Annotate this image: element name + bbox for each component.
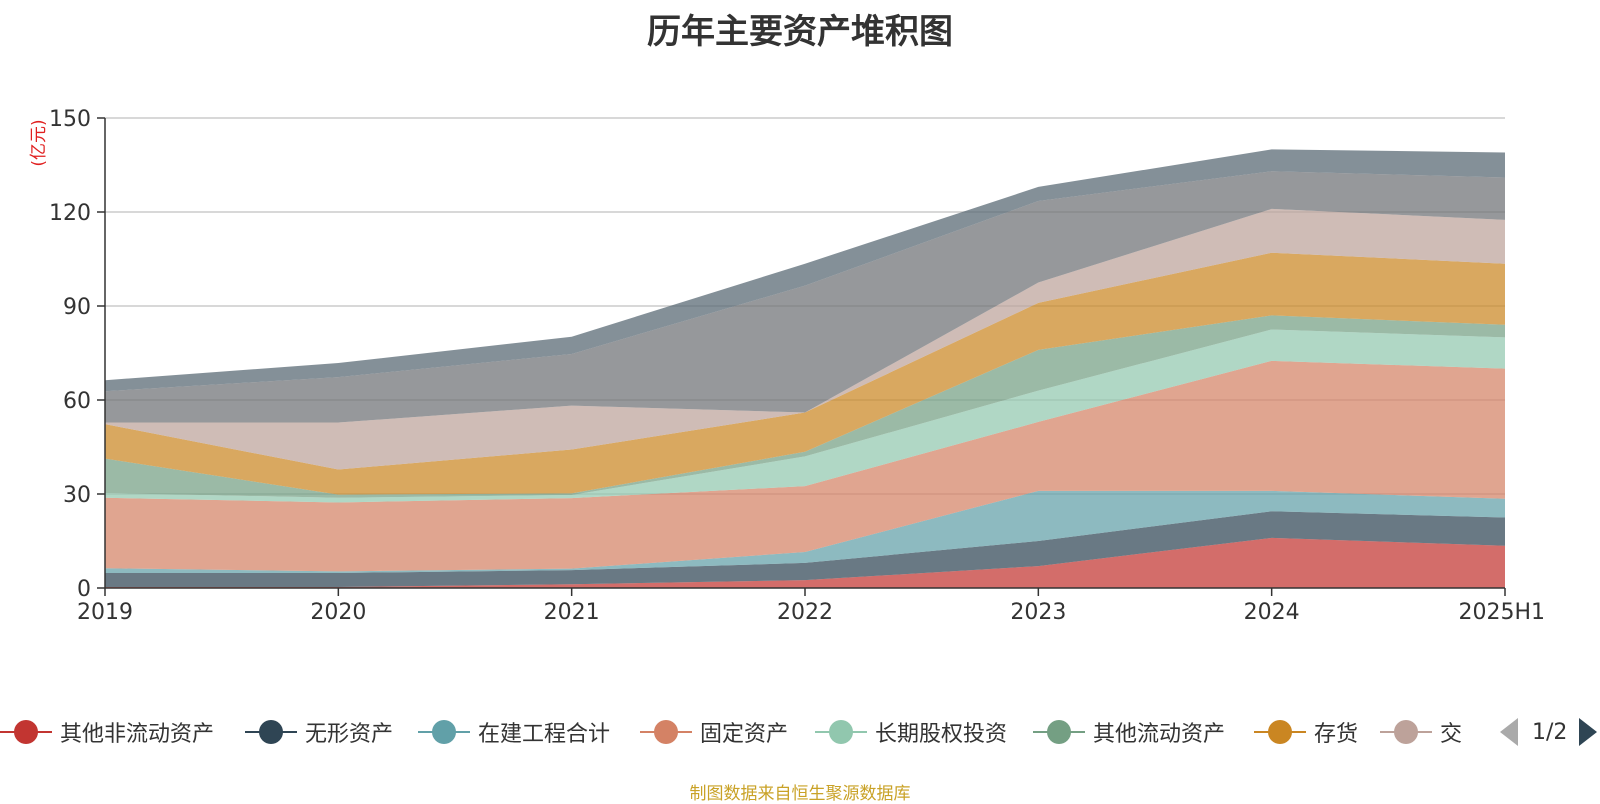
y-tick-label: 0 xyxy=(77,577,91,602)
legend-item[interactable]: 交 xyxy=(1380,712,1462,752)
x-tick-label: 2023 xyxy=(1010,600,1066,625)
data-source-note: 制图数据来自恒生聚源数据库 xyxy=(689,784,911,804)
legend-page-indicator: 1/2 xyxy=(1532,719,1568,745)
legend-label: 其他非流动资产 xyxy=(60,722,215,747)
legend-label: 其他流动资产 xyxy=(1093,722,1226,747)
legend-prev-page-icon[interactable] xyxy=(1500,718,1518,746)
legend-item[interactable]: 其他非流动资产 xyxy=(0,712,214,752)
chart-legend: 其他非流动资产 无形资产 在建工程合计 固定资产 长期股权投资 其他流动资产 存货 交 xyxy=(0,712,1470,752)
x-tick-label: 2020 xyxy=(310,600,366,625)
legend-marker-icon xyxy=(640,712,692,752)
area-series-交易性金融资产[interactable] xyxy=(105,208,1505,470)
y-tick-label: 120 xyxy=(49,201,91,226)
legend-label: 存货 xyxy=(1314,722,1359,747)
area-series-应收账款[interactable] xyxy=(105,149,1505,392)
legend-label: 固定资产 xyxy=(700,722,789,747)
legend-item[interactable]: 固定资产 xyxy=(640,712,788,752)
stacked-area-chart: 0 30 60 90 120 150 2019 2020 2021 2022 2023 2024 202… xyxy=(29,107,1545,625)
chart-title: 历年主要资产堆积图 xyxy=(647,12,953,52)
y-tick-label: 60 xyxy=(63,389,91,414)
area-series-其他非流动资产[interactable] xyxy=(105,537,1505,588)
legend-label: 在建工程合计 xyxy=(478,722,611,747)
x-tick-label: 2021 xyxy=(544,600,600,625)
legend-marker-icon xyxy=(418,712,470,752)
area-series-货币资金[interactable] xyxy=(105,171,1505,423)
area-series xyxy=(105,149,1505,588)
legend-label: 交 xyxy=(1440,722,1463,747)
y-axis-unit-label: (亿元) xyxy=(29,119,49,166)
x-tick-label: 2019 xyxy=(77,600,133,625)
legend-marker-icon xyxy=(0,712,52,752)
x-tick-label: 2025H1 xyxy=(1458,600,1545,625)
x-tick-label: 2022 xyxy=(777,600,833,625)
legend-pager: 1/2 xyxy=(1500,712,1598,752)
y-tick-label: 150 xyxy=(49,107,91,132)
legend-marker-icon xyxy=(1033,712,1085,752)
legend-marker-icon xyxy=(1380,712,1432,752)
area-series-无形资产[interactable] xyxy=(105,511,1505,588)
legend-label: 长期股权投资 xyxy=(875,722,1008,747)
axes: 0 30 60 90 120 150 2019 2020 2021 2022 2023 2024 202… xyxy=(49,107,1545,625)
y-tick-label: 30 xyxy=(63,483,91,508)
area-series-固定资产[interactable] xyxy=(105,360,1505,572)
legend-marker-icon xyxy=(1254,712,1306,752)
legend-marker-icon xyxy=(245,712,297,752)
area-series-长期股权投资[interactable] xyxy=(105,329,1505,503)
area-series-在建工程合计[interactable] xyxy=(105,490,1505,573)
legend-item[interactable]: 无形资产 xyxy=(245,712,393,752)
area-series-存货[interactable] xyxy=(105,252,1505,495)
legend-next-page-icon[interactable] xyxy=(1579,718,1598,746)
x-tick-label: 2024 xyxy=(1244,600,1300,625)
legend-marker-icon xyxy=(815,712,867,752)
legend-item[interactable]: 长期股权投资 xyxy=(815,712,1007,752)
legend-item[interactable]: 存货 xyxy=(1254,712,1358,752)
y-tick-label: 90 xyxy=(63,295,91,320)
legend-item[interactable]: 其他流动资产 xyxy=(1033,712,1225,752)
legend-item[interactable]: 在建工程合计 xyxy=(418,712,610,752)
legend-label: 无形资产 xyxy=(305,722,394,747)
